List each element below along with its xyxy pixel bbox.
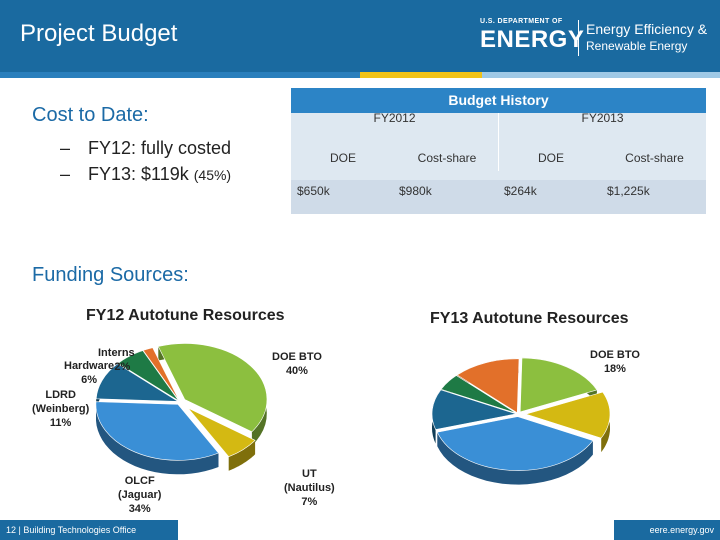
fy12-label-ldrd-name: LDRD xyxy=(45,389,76,401)
pie1-slice-doe-bto xyxy=(157,343,268,433)
footer-website: eere.energy.gov xyxy=(614,520,720,540)
fy12-label-hardware: Hardware 6% xyxy=(64,359,114,387)
pie1-slice-olcf-jaguar xyxy=(95,401,219,461)
value-costshare-fy13: $1,225k xyxy=(607,184,650,198)
fy13-label-doe-bto-name: DOE BTO xyxy=(590,349,640,361)
cost-to-date-heading: Cost to Date: xyxy=(32,104,149,126)
bullet-fy13: – FY13: $119k (45%) xyxy=(60,164,231,185)
column-costshare-fy13: Cost-share xyxy=(625,151,684,165)
pie1-slice-side-olcf-jaguar xyxy=(96,401,219,475)
page-title: Project Budget xyxy=(20,20,178,47)
year-fy2013: FY2013 xyxy=(581,111,624,125)
bullet-fy13-percent: (45%) xyxy=(193,167,232,183)
fy12-label-hardware-pct: 6% xyxy=(81,374,98,386)
pie2-slice-doe-bto xyxy=(519,357,598,413)
pie2-slice-green-segment xyxy=(440,375,517,414)
column-costshare-fy12: Cost-share xyxy=(417,151,477,165)
fy12-label-olcf-pct: 34% xyxy=(128,503,151,515)
fy12-label-interns: Interns 2% xyxy=(98,346,135,374)
bullet-fy13-text: FY13: $119k xyxy=(88,164,189,184)
footer-page-info: 12 | Building Technologies Office xyxy=(0,520,178,540)
fy12-label-ut: UT (Nautilus) 7% xyxy=(284,467,335,509)
fy13-label-doe-bto-pct: 18% xyxy=(603,363,626,375)
pie1-slice-side-ut-nautilus xyxy=(228,440,256,471)
budget-table-body xyxy=(291,113,706,214)
fy13-chart-title: FY13 Autotune Resources xyxy=(430,310,629,327)
value-doe-fy13: $264k xyxy=(504,184,537,198)
fy12-label-hardware-name: Hardware xyxy=(64,360,115,372)
pie2-slice-orange-segment xyxy=(456,358,520,414)
budget-history-title: Budget History xyxy=(291,88,706,113)
header-banner: Project Budget U.S. DEPARTMENT OF ENERGY… xyxy=(0,0,720,72)
pie2-slice-blue-segment xyxy=(436,416,594,471)
bullet-dash: – xyxy=(60,138,71,158)
fy12-label-ldrd-pct: 11% xyxy=(49,417,72,429)
fy12-label-doe-bto-name: DOE BTO xyxy=(272,351,322,363)
fy13-label-doe-bto: DOE BTO 18% xyxy=(590,348,640,376)
accent-yellow-strip xyxy=(360,72,482,78)
bullet-dash: – xyxy=(60,164,71,184)
pie1-slice-ldrd-weinberg xyxy=(95,363,180,402)
value-doe-fy12: $650k xyxy=(297,184,330,198)
budget-history-table: Budget History FY2012 FY2013 DOE Cost-sh… xyxy=(291,88,706,214)
fy12-label-ldrd-sub: (Weinberg) xyxy=(32,403,90,415)
fy12-label-ut-sub: (Nautilus) xyxy=(284,482,335,494)
fy12-label-ut-pct: 7% xyxy=(301,496,318,508)
pie1-slice-ut-nautilus xyxy=(187,407,256,458)
year-separator xyxy=(498,113,499,171)
logo-divider xyxy=(578,20,579,56)
bullet-fy12: – FY12: fully costed xyxy=(60,138,231,159)
pie2-slice-side-blue-segment xyxy=(437,432,593,485)
bullet-fy12-text: FY12: fully costed xyxy=(88,138,232,158)
fy12-label-interns-name: Interns xyxy=(98,347,135,359)
fy12-label-doe-bto-pct: 40% xyxy=(285,365,308,377)
funding-sources-heading: Funding Sources: xyxy=(32,264,189,286)
logo-dept-line: U.S. DEPARTMENT OF xyxy=(480,18,563,25)
fy12-label-olcf-sub: (Jaguar) xyxy=(118,489,162,501)
pie1-slice-interns xyxy=(142,347,180,401)
fy12-label-doe-bto: DOE BTO 40% xyxy=(272,350,322,378)
fy12-label-ldrd: LDRD (Weinberg) 11% xyxy=(32,388,89,430)
fy13-pie-chart xyxy=(431,357,611,485)
pie2-slice-dark-blue-segment xyxy=(431,389,517,430)
fy12-pie-chart xyxy=(95,343,268,475)
column-doe-fy13: DOE xyxy=(537,151,564,165)
fy12-label-olcf: OLCF (Jaguar) 34% xyxy=(118,474,161,516)
header-accent-bar xyxy=(0,72,720,78)
fy12-label-olcf-name: OLCF xyxy=(124,475,155,487)
logo-eere-line1: Energy Efficiency & xyxy=(586,21,708,37)
accent-light-strip xyxy=(482,72,720,78)
pie2-slice-yellow-segment xyxy=(524,391,611,439)
logo-energy-word: ENERGY xyxy=(480,26,585,53)
year-fy2012: FY2012 xyxy=(373,111,416,125)
logo-eere-line2: Renewable Energy xyxy=(586,39,688,53)
fy12-label-ut-name: UT xyxy=(302,468,317,480)
budget-values-band xyxy=(291,180,706,214)
value-costshare-fy12: $980k xyxy=(399,184,432,198)
fy12-label-interns-pct: 2% xyxy=(114,361,131,373)
fy12-chart-title: FY12 Autotune Resources xyxy=(86,307,285,324)
column-doe-fy12: DOE xyxy=(329,151,356,165)
pie1-slice-hardware xyxy=(117,350,180,402)
